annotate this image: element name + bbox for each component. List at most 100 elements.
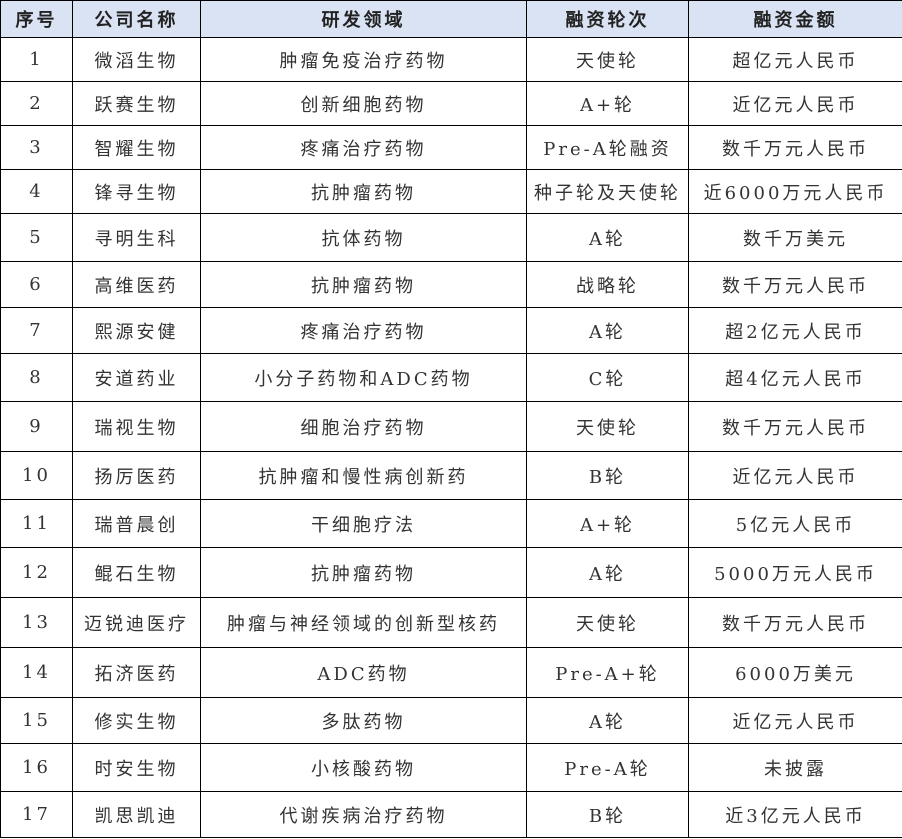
cell-field: 抗体药物 — [200, 213, 527, 262]
header-row: 序号 公司名称 研发领域 融资轮次 融资金额 — [0, 0, 902, 38]
header-round: 融资轮次 — [526, 0, 689, 38]
cell-field: 肿瘤与神经领域的创新型核药 — [200, 597, 527, 648]
header-field: 研发领域 — [200, 0, 527, 38]
cell-field: 抗肿瘤药物 — [200, 261, 527, 308]
cell-index: 1 — [0, 37, 73, 82]
table-row: 4 锋寻生物 抗肿瘤药物 种子轮及天使轮 近6000万元人民币 — [0, 169, 902, 214]
table-row: 7 熙源安健 疼痛治疗药物 A轮 超2亿元人民币 — [0, 307, 902, 354]
cell-amount: 数千万元人民币 — [688, 597, 902, 648]
cell-amount: 6000万美元 — [688, 647, 902, 698]
table-row: 13 迈锐迪医疗 肿瘤与神经领域的创新型核药 天使轮 数千万元人民币 — [0, 597, 902, 648]
cell-index: 15 — [0, 697, 73, 744]
cell-round: A+轮 — [526, 81, 689, 126]
table-row: 10 扬厉医药 抗肿瘤和慢性病创新药 B轮 近亿元人民币 — [0, 451, 902, 500]
cell-amount: 数千万元人民币 — [688, 125, 902, 170]
cell-field: 肿瘤免疫治疗药物 — [200, 37, 527, 82]
cell-company: 拓济医药 — [72, 647, 201, 698]
cell-round: 种子轮及天使轮 — [526, 169, 689, 214]
cell-round: C轮 — [526, 353, 689, 402]
cell-round: B轮 — [526, 451, 689, 500]
cell-amount: 超亿元人民币 — [688, 37, 902, 82]
cell-amount: 超2亿元人民币 — [688, 307, 902, 354]
cell-index: 14 — [0, 647, 73, 698]
cell-round: A轮 — [526, 213, 689, 262]
cell-round: A轮 — [526, 547, 689, 598]
cell-round: 天使轮 — [526, 597, 689, 648]
cell-index: 17 — [0, 791, 73, 838]
cell-index: 5 — [0, 213, 73, 262]
cell-amount: 数千万元人民币 — [688, 261, 902, 308]
cell-company: 锋寻生物 — [72, 169, 201, 214]
cell-field: 代谢疾病治疗药物 — [200, 791, 527, 838]
cell-amount: 5亿元人民币 — [688, 499, 902, 548]
cell-company: 迈锐迪医疗 — [72, 597, 201, 648]
table-row: 11 瑞普晨创 干细胞疗法 A+轮 5亿元人民币 — [0, 499, 902, 548]
cell-company: 高维医药 — [72, 261, 201, 308]
table-row: 15 修实生物 多肽药物 A轮 近亿元人民币 — [0, 697, 902, 744]
cell-field: 疼痛治疗药物 — [200, 125, 527, 170]
cell-amount: 数千万元人民币 — [688, 401, 902, 452]
cell-field: 多肽药物 — [200, 697, 527, 744]
cell-amount: 近亿元人民币 — [688, 451, 902, 500]
cell-index: 16 — [0, 743, 73, 792]
cell-field: 抗肿瘤和慢性病创新药 — [200, 451, 527, 500]
cell-company: 凯思凯迪 — [72, 791, 201, 838]
table-row: 17 凯思凯迪 代谢疾病治疗药物 B轮 近3亿元人民币 — [0, 791, 902, 838]
table-row: 14 拓济医药 ADC药物 Pre-A+轮 6000万美元 — [0, 647, 902, 698]
cell-round: Pre-A轮融资 — [526, 125, 689, 170]
cell-round: 天使轮 — [526, 401, 689, 452]
cell-round: A轮 — [526, 307, 689, 354]
cell-round: 战略轮 — [526, 261, 689, 308]
cell-field: ADC药物 — [200, 647, 527, 698]
cell-company: 安道药业 — [72, 353, 201, 402]
cell-index: 10 — [0, 451, 73, 500]
table-row: 12 鲲石生物 抗肿瘤药物 A轮 5000万元人民币 — [0, 547, 902, 598]
cell-company: 寻明生科 — [72, 213, 201, 262]
cell-amount: 近3亿元人民币 — [688, 791, 902, 838]
cell-company: 瑞视生物 — [72, 401, 201, 452]
cell-round: Pre-A+轮 — [526, 647, 689, 698]
cell-index: 12 — [0, 547, 73, 598]
cell-company: 时安生物 — [72, 743, 201, 792]
cell-amount: 近6000万元人民币 — [688, 169, 902, 214]
cell-round: Pre-A轮 — [526, 743, 689, 792]
table-row: 6 高维医药 抗肿瘤药物 战略轮 数千万元人民币 — [0, 261, 902, 308]
cell-index: 9 — [0, 401, 73, 452]
cell-field: 抗肿瘤药物 — [200, 547, 527, 598]
table-row: 3 智耀生物 疼痛治疗药物 Pre-A轮融资 数千万元人民币 — [0, 125, 902, 170]
cell-index: 3 — [0, 125, 73, 170]
cell-amount: 近亿元人民币 — [688, 697, 902, 744]
header-index: 序号 — [0, 0, 73, 38]
cell-index: 8 — [0, 353, 73, 402]
cell-field: 干细胞疗法 — [200, 499, 527, 548]
cell-field: 创新细胞药物 — [200, 81, 527, 126]
cell-company: 跃赛生物 — [72, 81, 201, 126]
cell-field: 疼痛治疗药物 — [200, 307, 527, 354]
cell-company: 扬厉医药 — [72, 451, 201, 500]
table-row: 2 跃赛生物 创新细胞药物 A+轮 近亿元人民币 — [0, 81, 902, 126]
cell-index: 11 — [0, 499, 73, 548]
cell-index: 4 — [0, 169, 73, 214]
table-row: 5 寻明生科 抗体药物 A轮 数千万美元 — [0, 213, 902, 262]
cell-round: A轮 — [526, 697, 689, 744]
cell-amount: 近亿元人民币 — [688, 81, 902, 126]
cell-index: 13 — [0, 597, 73, 648]
cell-field: 小核酸药物 — [200, 743, 527, 792]
cell-amount: 未披露 — [688, 743, 902, 792]
cell-round: A+轮 — [526, 499, 689, 548]
cell-amount: 5000万元人民币 — [688, 547, 902, 598]
cell-field: 小分子药物和ADC药物 — [200, 353, 527, 402]
cell-company: 瑞普晨创 — [72, 499, 201, 548]
cell-round: 天使轮 — [526, 37, 689, 82]
cell-round: B轮 — [526, 791, 689, 838]
cell-field: 抗肿瘤药物 — [200, 169, 527, 214]
cell-index: 7 — [0, 307, 73, 354]
cell-company: 智耀生物 — [72, 125, 201, 170]
table-row: 16 时安生物 小核酸药物 Pre-A轮 未披露 — [0, 743, 902, 792]
cell-index: 2 — [0, 81, 73, 126]
cell-field: 细胞治疗药物 — [200, 401, 527, 452]
header-company: 公司名称 — [72, 0, 201, 38]
cell-company: 微滔生物 — [72, 37, 201, 82]
cell-company: 鲲石生物 — [72, 547, 201, 598]
